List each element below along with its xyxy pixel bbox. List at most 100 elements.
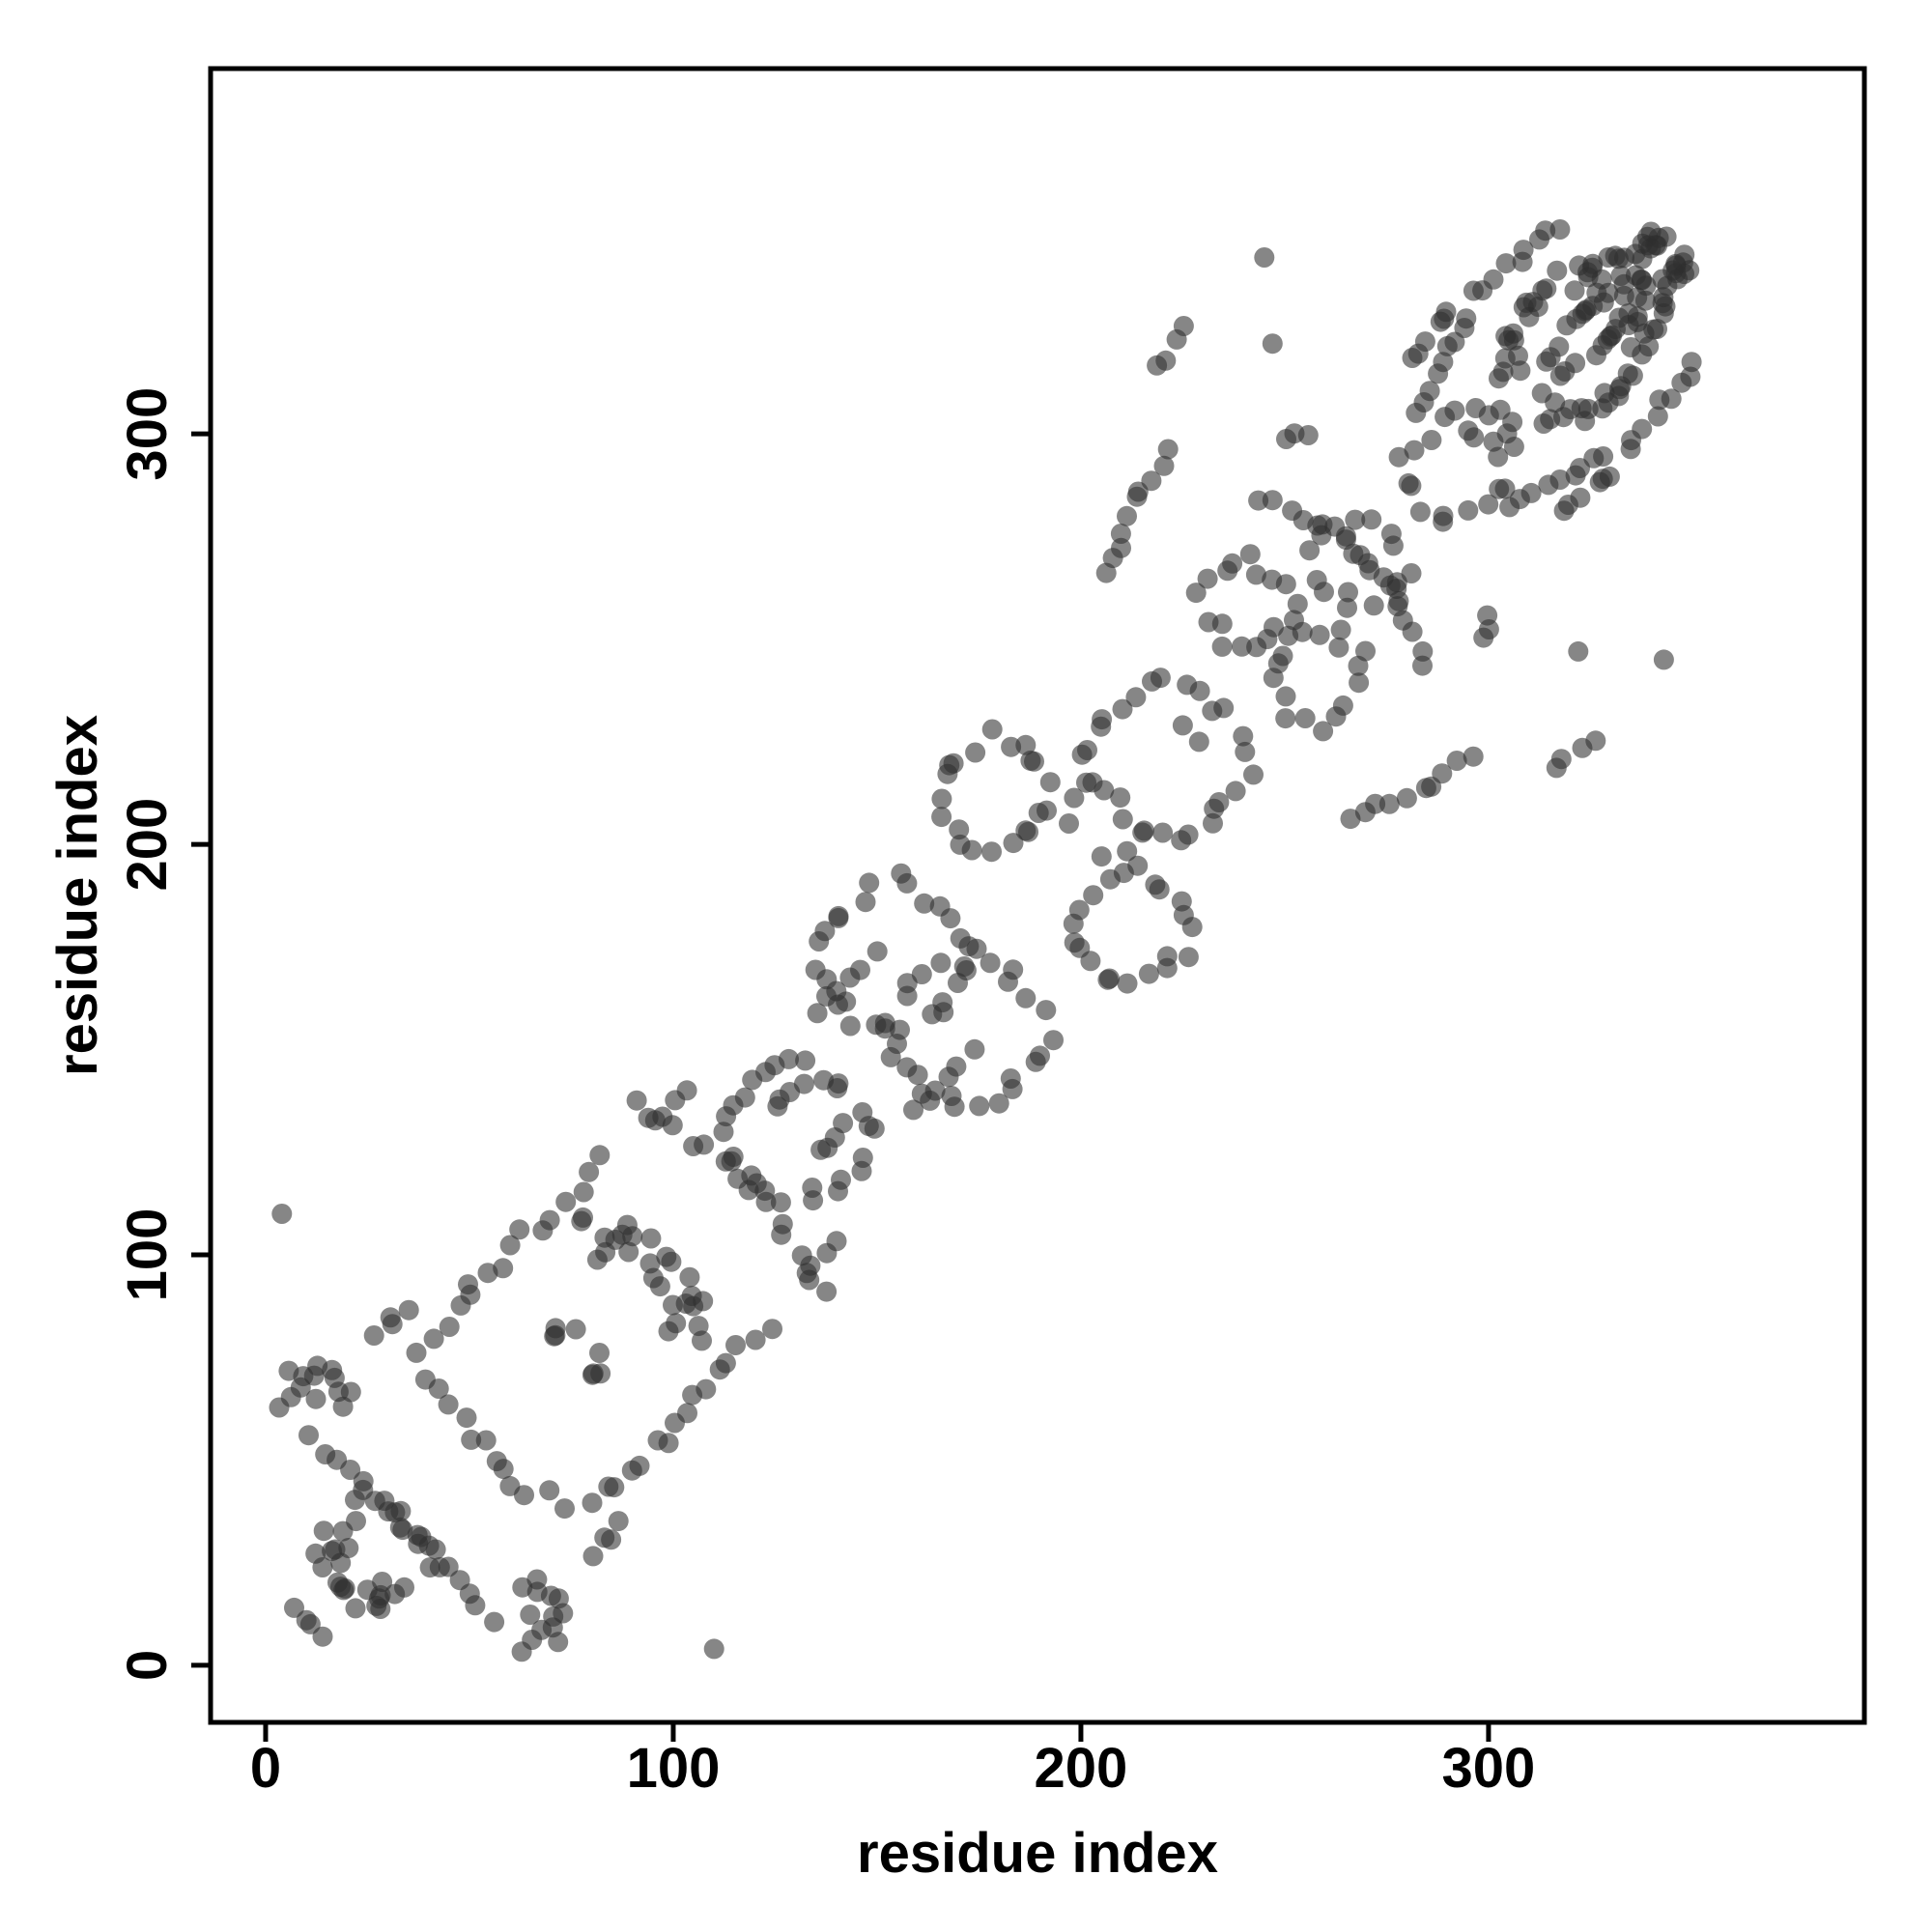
x-tick-label: 300	[1442, 1737, 1536, 1800]
contact-point	[1142, 670, 1162, 692]
contact-point	[679, 1266, 700, 1288]
contact-point	[1177, 674, 1198, 696]
contact-point	[793, 1073, 814, 1094]
contact-point	[802, 1178, 823, 1198]
contact-point	[807, 1003, 828, 1024]
contact-point	[1314, 582, 1334, 603]
contact-point	[1477, 605, 1498, 626]
contact-point	[1188, 731, 1209, 753]
contact-point	[661, 1251, 682, 1272]
contact-point	[1359, 559, 1380, 581]
contact-point	[874, 1018, 895, 1039]
contact-point	[1401, 475, 1422, 497]
contact-point	[1495, 253, 1517, 274]
contact-point	[677, 1403, 697, 1424]
contact-point	[1564, 280, 1585, 301]
contact-point	[1097, 969, 1119, 990]
contact-point	[676, 1080, 697, 1101]
contact-point	[949, 819, 970, 840]
contact-point	[1171, 891, 1192, 912]
contact-point	[380, 1307, 401, 1328]
contact-point	[1618, 315, 1639, 335]
contact-point	[725, 1335, 746, 1355]
contact-point	[429, 1556, 450, 1577]
contact-point	[666, 1313, 687, 1334]
contact-point	[608, 1511, 629, 1532]
contact-point	[1112, 809, 1133, 830]
contact-point	[312, 1557, 333, 1577]
contact-point	[423, 1328, 444, 1350]
y-tick-label: 300	[116, 387, 179, 481]
contact-point	[1414, 331, 1435, 353]
contact-point	[1409, 501, 1431, 523]
contact-point	[1203, 812, 1223, 834]
contact-point	[1632, 418, 1653, 440]
contact-point	[1549, 469, 1571, 490]
contact-point	[1337, 597, 1357, 618]
contact-point	[582, 1546, 604, 1567]
x-axis-title: residue index	[857, 1822, 1218, 1885]
contact-point	[966, 938, 987, 959]
contact-point	[833, 1113, 854, 1134]
contact-point	[1145, 874, 1166, 895]
contact-point	[1064, 787, 1085, 809]
contact-point	[1063, 913, 1084, 934]
contact-point	[1112, 698, 1133, 720]
contact-point	[816, 1281, 838, 1302]
contact-point	[1157, 439, 1179, 460]
contact-point	[1313, 721, 1334, 742]
contact-point	[1458, 420, 1479, 441]
contact-point	[1015, 987, 1037, 1009]
contact-point	[1548, 336, 1570, 357]
contact-point	[589, 1343, 610, 1363]
contact-point	[1419, 381, 1440, 402]
contact-point	[514, 1485, 534, 1506]
contact-point	[299, 1613, 321, 1634]
contact-point	[406, 1342, 427, 1363]
contact-point	[1435, 301, 1457, 323]
contact-point	[1211, 636, 1233, 657]
contact-point	[1264, 616, 1284, 638]
contact-point	[520, 1605, 541, 1625]
contact-point	[1365, 793, 1386, 814]
contact-point	[826, 1231, 847, 1252]
contact-point	[1456, 308, 1477, 329]
contact-point	[1156, 946, 1178, 967]
contact-point	[1565, 353, 1586, 374]
contact-point	[969, 1095, 990, 1117]
contact-point	[1522, 292, 1544, 313]
contact-point	[398, 1299, 419, 1321]
contact-point	[981, 841, 1002, 863]
contact-point	[1099, 868, 1121, 890]
contact-point	[950, 927, 971, 949]
contact-point	[1091, 716, 1112, 737]
contact-point	[1275, 686, 1296, 707]
contact-point	[573, 1181, 594, 1203]
contact-point	[850, 959, 870, 980]
contact-point	[1355, 640, 1376, 662]
plot-frame	[208, 66, 1867, 1725]
contact-point	[1185, 582, 1207, 604]
contact-point	[1433, 505, 1454, 526]
contact-point	[1680, 366, 1701, 387]
contact-point	[363, 1325, 384, 1346]
contact-point	[1297, 425, 1319, 445]
contact-point	[1294, 708, 1316, 728]
contact-point	[322, 1541, 343, 1562]
contact-point	[438, 1394, 459, 1415]
contact-point	[713, 1122, 734, 1143]
contact-point	[1059, 813, 1079, 834]
contact-point	[1614, 247, 1634, 269]
contact-point	[931, 788, 952, 810]
contact-point	[1275, 708, 1296, 729]
contact-point	[1043, 1030, 1064, 1051]
y-tick-label: 0	[116, 1650, 179, 1681]
contact-point	[1568, 640, 1589, 662]
contact-point	[369, 1588, 389, 1609]
contact-point	[1287, 593, 1308, 614]
contact-point	[1549, 219, 1571, 240]
contact-point	[512, 1577, 533, 1598]
contact-point	[1000, 1068, 1021, 1089]
